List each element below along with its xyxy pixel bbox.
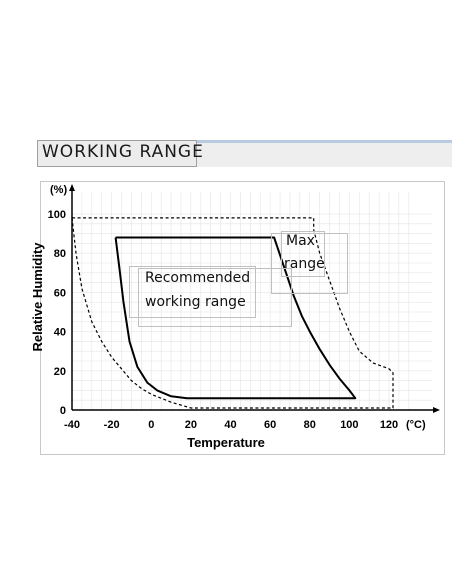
x-tick-label: 60 [264,419,276,431]
x-tick-label: 100 [340,419,358,431]
y-tick-label: 0 [60,405,66,417]
recommended-label-line-2: working range [145,294,246,310]
recommended-label-box [129,266,256,318]
y-tick-label: 100 [48,209,66,221]
recommended-outer-box [138,268,292,327]
y-tick-label: 40 [54,327,66,339]
x-axis-title: Temperature [187,435,265,450]
x-tick-label: 20 [185,419,197,431]
x-tick-label: 0 [148,419,154,431]
y-tick-label: 80 [54,248,66,260]
section-title: WORKING RANGE [42,142,204,162]
chart-ticks: -40 -20 0 20 40 60 80 100 120 0 20 40 60 80 100 [48,209,399,431]
x-tick-label: 40 [224,419,236,431]
max-range-label-line-2: range [284,256,325,272]
max-range-label-line-1: Max [286,233,315,249]
header-title-box [37,140,197,167]
x-unit-label: (°C) [406,419,426,431]
chart-axes [69,184,440,413]
x-tick-label: -20 [104,419,120,431]
recommended-range-curve [114,236,357,400]
y-axis-title: Relative Humidity [30,242,45,352]
recommended-label-line-1: Recommended [145,270,251,286]
x-tick-label: -40 [64,419,80,431]
y-axis-arrow [69,184,75,191]
chart-series [71,217,394,409]
y-tick-label: 60 [54,287,66,299]
x-axis-arrow [433,407,440,413]
y-unit-label: (%) [50,184,67,196]
header-rule [37,140,452,143]
max-range-outer-box [271,233,348,294]
max-range-label-box [281,231,325,277]
x-tick-label: 80 [304,419,316,431]
y-tick-label: 20 [54,366,66,378]
x-tick-label: 120 [380,419,398,431]
